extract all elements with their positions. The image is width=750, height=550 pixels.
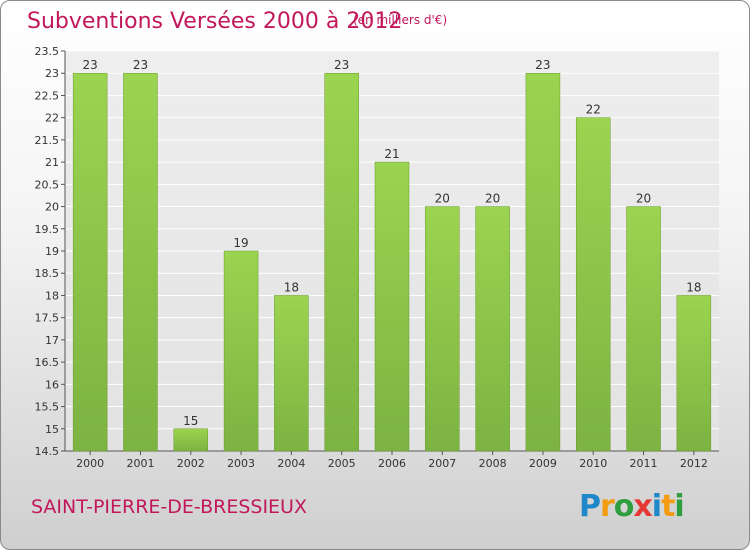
- bar: [626, 206, 661, 452]
- bar-value-label: 18: [284, 280, 299, 294]
- commune-name: SAINT-PIERRE-DE-BRESSIEUX: [31, 496, 307, 518]
- y-tick-label: 18: [45, 289, 59, 302]
- bar: [324, 72, 359, 452]
- bar-value-label: 23: [535, 58, 550, 72]
- x-tick-label: 2008: [479, 457, 507, 470]
- bar: [676, 295, 712, 452]
- x-tick-label: 2004: [277, 457, 305, 470]
- logo-letter: r: [600, 489, 615, 524]
- bar: [525, 72, 561, 452]
- y-tick-label: 21: [45, 156, 59, 169]
- logo-letter: t: [661, 489, 675, 524]
- bar-value-label: 23: [83, 58, 98, 72]
- logo-letter: i: [651, 489, 662, 524]
- bar-value-label: 23: [334, 58, 349, 72]
- y-tick-label: 23.5: [35, 45, 60, 58]
- y-tick-label: 17.5: [35, 312, 60, 325]
- bar-value-label: 22: [586, 103, 601, 117]
- bar-value-label: 20: [485, 192, 500, 206]
- x-tick-label: 2007: [428, 457, 456, 470]
- chart-unit-label: (en milliers d'€): [353, 13, 448, 27]
- logo-letter: o: [613, 489, 635, 524]
- x-tick-label: 2011: [630, 457, 658, 470]
- y-tick-label: 22.5: [35, 89, 60, 102]
- y-tick-label: 19: [45, 245, 59, 258]
- y-tick-label: 16.5: [35, 356, 60, 369]
- bar-value-label: 19: [233, 236, 248, 250]
- proxiti-logo[interactable]: Proxiti: [579, 489, 685, 524]
- bar: [575, 117, 611, 452]
- x-tick-label: 2006: [378, 457, 406, 470]
- x-tick-label: 2010: [579, 457, 607, 470]
- x-tick-label: 2001: [126, 457, 154, 470]
- y-tick-label: 14.5: [35, 445, 60, 458]
- x-tick-label: 2005: [328, 457, 356, 470]
- x-tick-label: 2009: [529, 457, 557, 470]
- bar: [475, 206, 510, 452]
- bar: [123, 72, 158, 452]
- y-tick-label: 15.5: [35, 401, 60, 414]
- y-tick-label: 15: [45, 423, 59, 436]
- bar: [425, 206, 460, 452]
- bar-value-label: 18: [686, 280, 701, 294]
- x-tick-label: 2000: [76, 457, 104, 470]
- x-tick-label: 2012: [680, 457, 708, 470]
- logo-letter: x: [633, 489, 652, 524]
- x-tick-label: 2002: [177, 457, 205, 470]
- y-tick-label: 16: [45, 378, 59, 391]
- y-tick-label: 21.5: [35, 134, 60, 147]
- bar-value-label: 20: [435, 192, 450, 206]
- bar: [173, 428, 209, 452]
- bar-value-label: 21: [384, 147, 399, 161]
- bar: [72, 72, 108, 452]
- bar-value-label: 23: [133, 58, 148, 72]
- y-tick-label: 23: [45, 67, 59, 80]
- chart-title: Subventions Versées 2000 à 2012: [27, 9, 403, 34]
- bar: [274, 295, 309, 452]
- y-tick-label: 19.5: [35, 223, 60, 236]
- y-tick-label: 20.5: [35, 178, 60, 191]
- y-tick-label: 20: [45, 201, 59, 214]
- bar-value-label: 15: [183, 414, 198, 428]
- y-tick-label: 22: [45, 112, 59, 125]
- bar: [374, 161, 410, 452]
- logo-letter: P: [579, 489, 601, 524]
- y-tick-label: 18.5: [35, 267, 60, 280]
- x-tick-label: 2003: [227, 457, 255, 470]
- bar: [223, 250, 259, 452]
- logo-letter: i: [674, 489, 684, 524]
- y-tick-label: 17: [45, 334, 59, 347]
- bar-value-label: 20: [636, 192, 651, 206]
